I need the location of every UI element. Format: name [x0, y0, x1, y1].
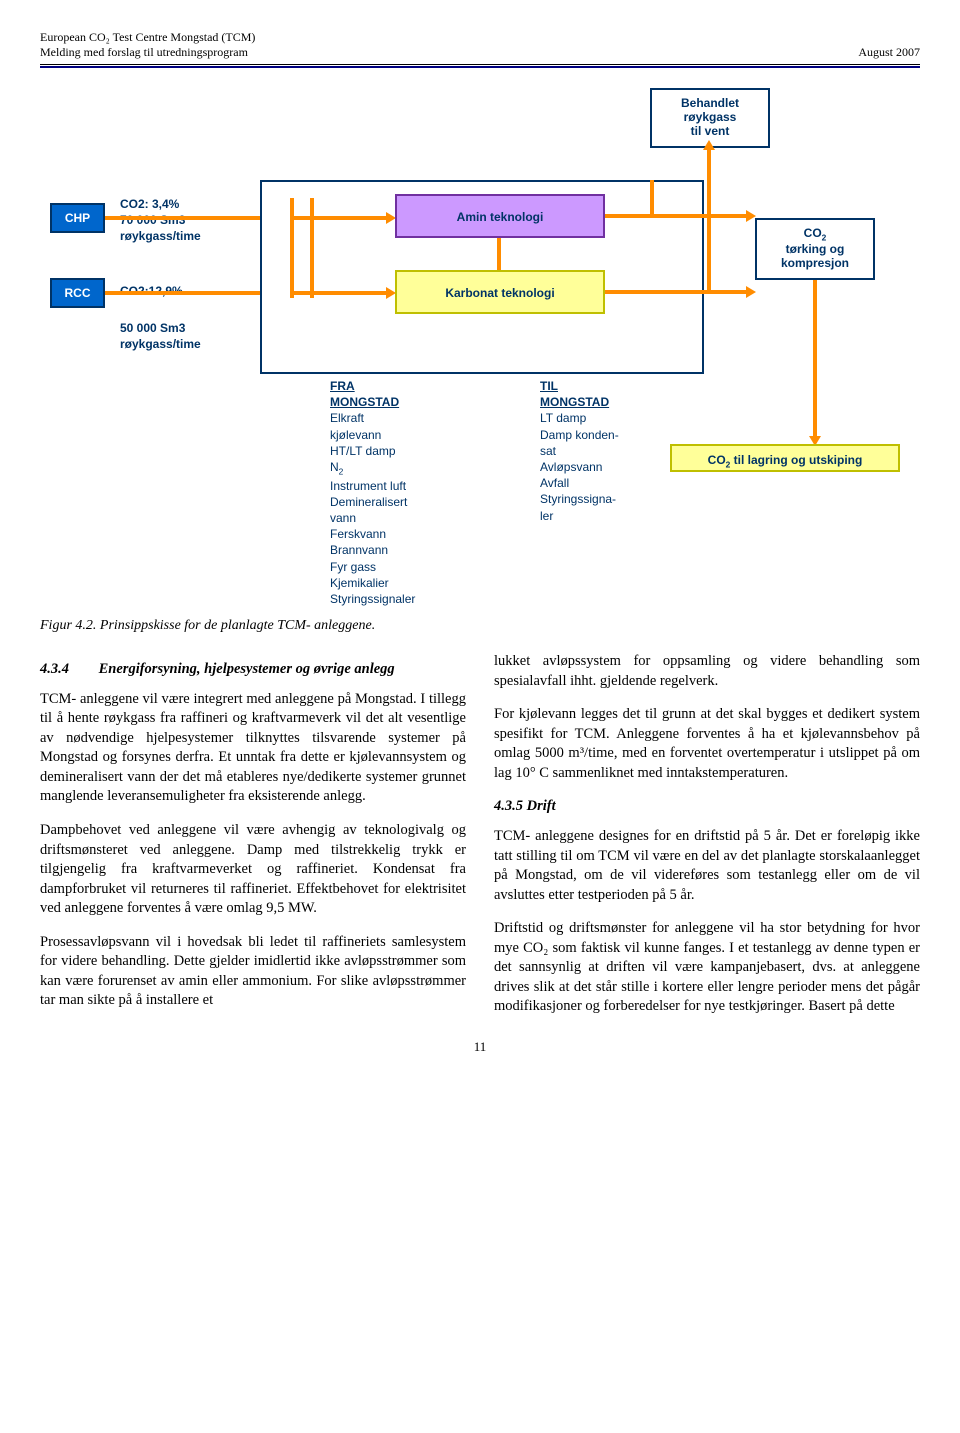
header-line2-left: Melding med forslag til utredningsprogra… [40, 45, 248, 60]
amin-out [605, 214, 750, 218]
page-header: European CO₂ Test Centre Mongstad (TCM) … [40, 30, 920, 60]
bottom-flow-text: 50 000 Sm3røykgass/time [120, 320, 201, 352]
right-para-1: lukket avløpssystem for oppsamling og vi… [494, 652, 920, 691]
left-column: 4.3.4 Energiforsyning, hjelpesystemer og… [40, 652, 466, 1031]
manifold-v1 [290, 198, 294, 298]
arrow-chp [105, 216, 260, 220]
box-rcc: RCC [50, 278, 105, 308]
section-435-num: 4.3.5 [494, 798, 523, 814]
header-rule-thin [40, 64, 920, 65]
arrow-to-vent [707, 148, 711, 180]
section-435-title: Drift [527, 798, 556, 814]
fra-mongstad-list: FRAMONGSTAD ElkraftkjølevannHT/LT dampN2… [330, 378, 415, 607]
section-435-heading: 4.3.5 Drift [494, 797, 920, 817]
box-co2-tork: CO2tørking ogkompresjon [755, 218, 875, 280]
til-mongstad-list: TILMONGSTAD LT dampDamp konden-satAvløps… [540, 378, 619, 524]
figure-caption: Figur 4.2. Prinsippskisse for de planlag… [40, 618, 920, 634]
vent-branch-left [650, 180, 654, 218]
box-vent: Behandletrøykgasstil vent [650, 88, 770, 148]
page-number: 11 [40, 1039, 920, 1055]
right-para-2: For kjølevann legges det til grunn at de… [494, 705, 920, 783]
karb-out [605, 290, 750, 294]
box-karbonat: Karbonat teknologi [395, 270, 605, 314]
section-434-num: 4.3.4 [40, 660, 95, 680]
left-para-3: Prosessavløpsvann vil i hovedsak bli led… [40, 933, 466, 1011]
header-rule-thick [40, 66, 920, 68]
box-chp: CHP [50, 203, 105, 233]
karb-out-head [746, 286, 756, 298]
section-434-title: Energiforsyning, hjelpesystemer og øvrig… [99, 661, 395, 677]
feed-amin [290, 216, 390, 220]
left-para-1: TCM- anleggene vil være integrert med an… [40, 690, 466, 807]
manifold-v2 [310, 198, 314, 298]
left-para-2: Dampbehovet ved anleggene vil være avhen… [40, 821, 466, 919]
box-lagring: CO2 til lagring og utskiping [670, 444, 900, 472]
arrow-rcc [105, 291, 260, 295]
amin-to-karbonat [497, 238, 501, 270]
vent-branch-right [707, 180, 711, 294]
right-para-3: TCM- anleggene designes for en driftstid… [494, 827, 920, 905]
arrow-to-vent-head [703, 140, 715, 150]
header-line1: European CO₂ Test Centre Mongstad (TCM) [40, 30, 920, 45]
right-column: lukket avløpssystem for oppsamling og vi… [494, 652, 920, 1031]
section-434-heading: 4.3.4 Energiforsyning, hjelpesystemer og… [40, 660, 466, 680]
box-amin: Amin teknologi [395, 194, 605, 238]
right-para-4: Driftstid og driftsmønster for anleggene… [494, 919, 920, 1017]
header-line2-right: August 2007 [858, 45, 920, 60]
chp-params: CO2: 3,4%70 000 Sm3røykgass/time [120, 196, 201, 245]
body-columns: 4.3.4 Energiforsyning, hjelpesystemer og… [40, 652, 920, 1031]
feed-karbonat [290, 291, 390, 295]
tork-down [813, 280, 817, 438]
process-diagram: Behandletrøykgasstil vent CHP CO2: 3,4%7… [50, 88, 910, 598]
